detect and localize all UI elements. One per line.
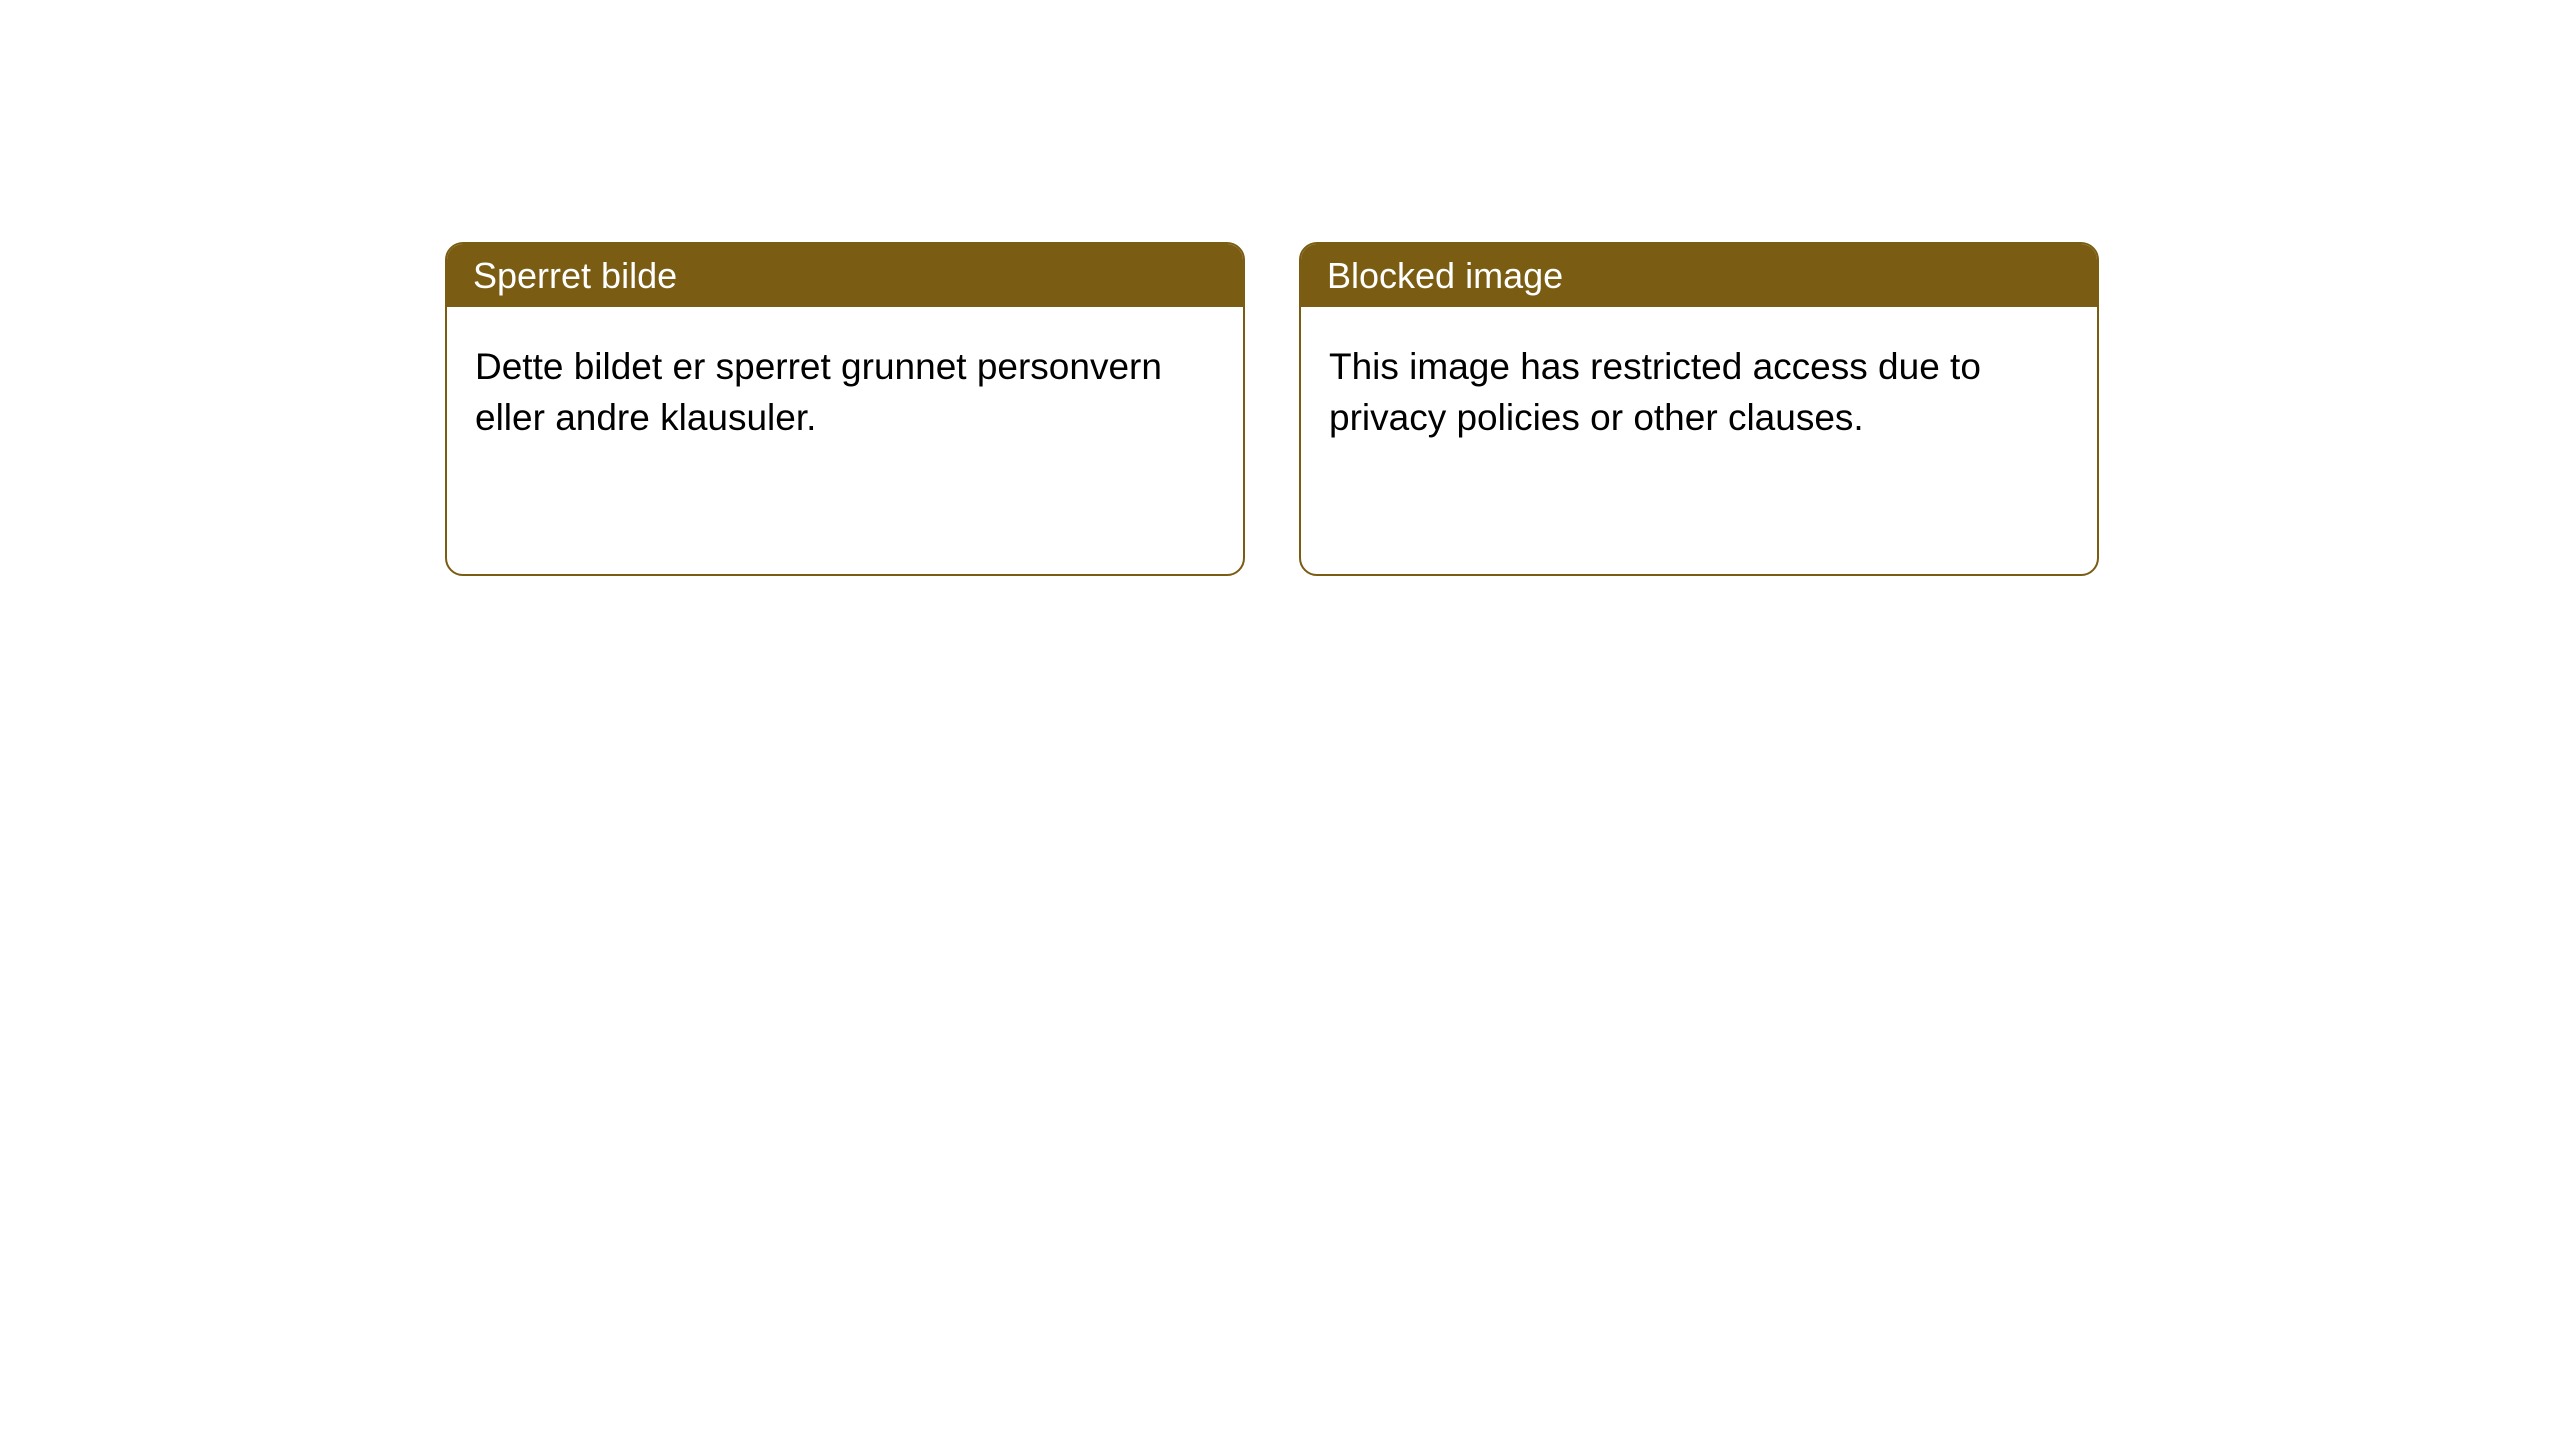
notice-card-norwegian: Sperret bilde Dette bildet er sperret gr… [445, 242, 1245, 576]
notice-header: Blocked image [1301, 244, 2097, 307]
notice-card-english: Blocked image This image has restricted … [1299, 242, 2099, 576]
notice-body: Dette bildet er sperret grunnet personve… [447, 307, 1243, 477]
notice-container: Sperret bilde Dette bildet er sperret gr… [0, 0, 2560, 576]
notice-body: This image has restricted access due to … [1301, 307, 2097, 477]
notice-header: Sperret bilde [447, 244, 1243, 307]
